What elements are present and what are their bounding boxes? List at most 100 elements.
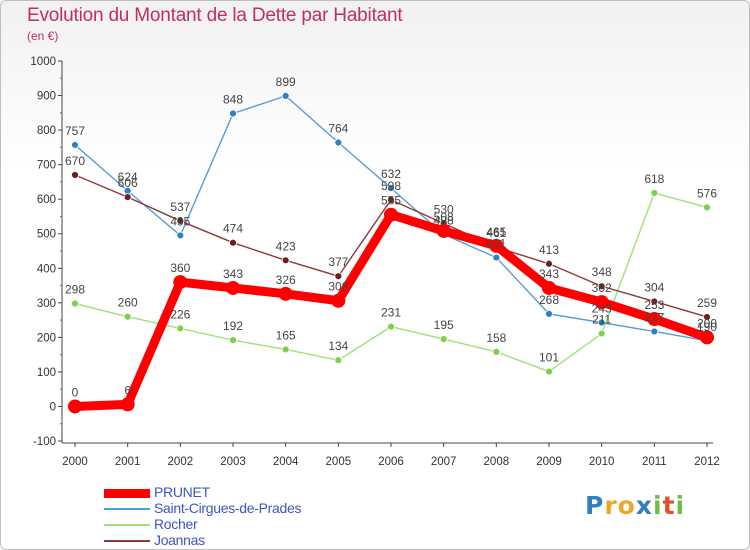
brand-letter: o [617, 491, 636, 520]
x-tick-label: 2011 [642, 456, 667, 468]
data-point [281, 91, 290, 100]
data-label: 302 [592, 281, 612, 295]
data-label: 764 [328, 122, 348, 136]
data-point [489, 238, 504, 253]
data-point [439, 335, 448, 343]
y-tick-label: 900 [37, 91, 56, 103]
y-tick-label: 300 [37, 298, 56, 310]
data-point [545, 367, 553, 376]
data-point [229, 109, 237, 118]
data-point [71, 141, 79, 149]
data-label: 343 [223, 267, 243, 281]
brand-letter: t [662, 491, 676, 520]
data-label: 576 [697, 186, 717, 200]
data-label: 253 [644, 298, 664, 312]
data-point [597, 329, 606, 338]
legend-swatch [104, 508, 150, 510]
data-point [123, 312, 132, 321]
data-point [176, 324, 185, 333]
data-point [123, 193, 132, 202]
x-tick-label: 2012 [694, 456, 720, 468]
data-label: 431 [486, 237, 506, 251]
data-label: 348 [592, 265, 612, 279]
data-label: 200 [697, 316, 717, 330]
x-tick-label: 2005 [326, 456, 352, 468]
data-label: 498 [434, 213, 454, 227]
data-point [647, 312, 662, 327]
x-tick-label: 2000 [62, 456, 88, 468]
data-label: 306 [328, 280, 348, 294]
data-label: 598 [381, 179, 401, 193]
x-tick-label: 2003 [220, 456, 246, 468]
data-label: 195 [434, 318, 454, 332]
data-point [492, 347, 501, 356]
data-label: 298 [65, 283, 85, 297]
data-label: 101 [539, 351, 559, 365]
data-label: 192 [223, 319, 243, 333]
data-label: 757 [65, 124, 85, 138]
data-point [71, 299, 79, 308]
legend-label: PRUNET [154, 484, 210, 500]
data-label: 326 [276, 273, 296, 287]
data-point [387, 322, 395, 331]
data-point [650, 327, 659, 336]
data-label: 461 [486, 226, 506, 240]
data-point [278, 286, 293, 301]
data-label: 259 [697, 296, 717, 310]
data-label: 606 [118, 176, 138, 190]
data-label: 495 [170, 214, 190, 228]
data-point [229, 336, 237, 345]
data-point [334, 356, 343, 365]
data-point [71, 171, 79, 179]
data-label: 530 [434, 202, 454, 216]
data-label: 226 [170, 307, 190, 321]
data-point [384, 207, 398, 222]
data-label: 465 [486, 225, 506, 239]
data-label: 165 [276, 328, 296, 342]
chart-unit-label: (en €) [27, 29, 59, 43]
y-tick-label: 600 [37, 194, 56, 206]
data-label: 632 [381, 167, 401, 181]
data-label: 190 [697, 320, 717, 334]
data-label: 670 [65, 154, 85, 168]
data-point [545, 309, 553, 318]
data-point [650, 189, 659, 197]
data-label: 158 [486, 331, 506, 345]
y-tick-label: 200 [37, 332, 56, 344]
data-point [542, 280, 556, 295]
data-point [176, 217, 185, 225]
data-point [229, 238, 237, 247]
data-label: 555 [381, 194, 401, 208]
legend-label: Saint-Cirgues-de-Prades [154, 500, 302, 516]
data-label: 537 [170, 200, 190, 214]
data-label: 899 [276, 75, 296, 89]
data-point [176, 231, 185, 240]
data-point [281, 256, 290, 265]
data-label: 360 [170, 261, 190, 275]
data-point [703, 313, 711, 321]
legend-swatch [104, 488, 150, 498]
data-point [68, 399, 82, 414]
data-point [436, 223, 451, 238]
x-tick-label: 2008 [484, 456, 510, 468]
data-label: 243 [592, 302, 612, 316]
data-label: 260 [118, 296, 138, 310]
data-point [545, 259, 553, 268]
y-tick-label: 1000 [30, 56, 56, 68]
data-point [281, 345, 290, 354]
brand-letter: i [675, 491, 686, 520]
data-label: 304 [644, 280, 664, 294]
legend-swatch [104, 540, 150, 542]
y-tick-label: 500 [37, 229, 56, 241]
data-point [492, 253, 501, 262]
y-tick-label: 400 [37, 263, 56, 275]
data-point [703, 203, 711, 212]
data-label: 508 [434, 210, 454, 224]
x-tick-label: 2001 [115, 456, 141, 468]
data-label: 134 [328, 339, 348, 353]
y-tick-label: 0 [50, 401, 56, 413]
data-point [594, 295, 609, 310]
data-label: 0 [72, 385, 79, 399]
